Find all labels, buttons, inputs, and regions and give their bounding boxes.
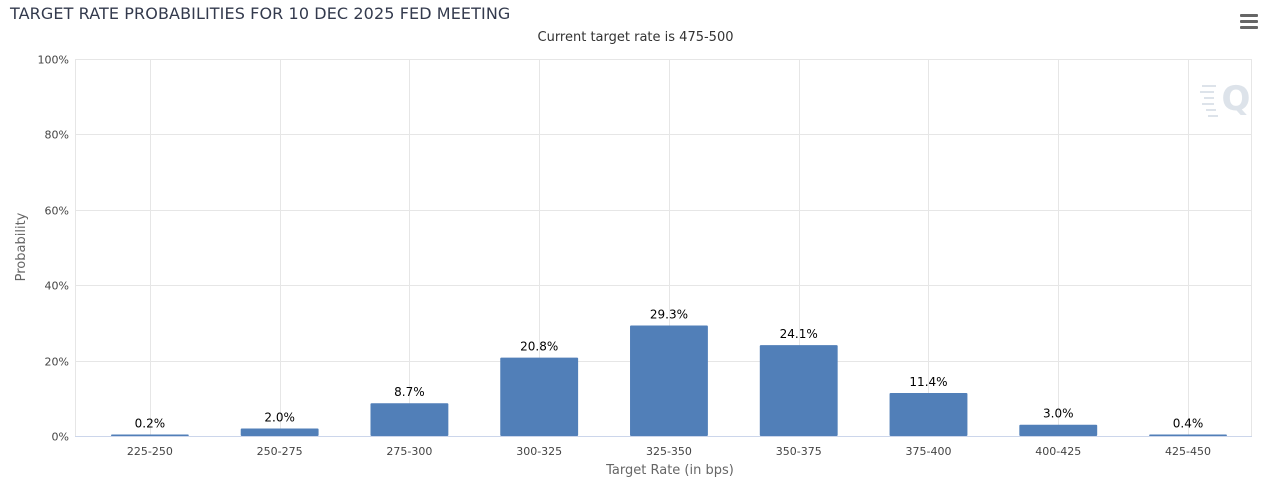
bar-425-450[interactable] [1149,434,1227,436]
x-tick-label: 325-350 [646,445,692,458]
bar-225-250[interactable] [110,434,189,437]
hamburger-menu-icon[interactable] [1240,14,1258,30]
axes: 0% 20% 40% 60% 80% 100% 225-250 250-275 275-300 3… [38,54,1252,458]
data-label: 8.7% [394,385,425,399]
y-tick-label: 100% [38,54,69,67]
y-tick-label: 40% [45,280,69,293]
data-labels: 0.2% 2.0% 8.7% 20.8% 29.3% 24.1% 11.4% 3.0% 0.4% [135,308,1204,431]
chart-subtitle: Current target rate is 475-500 [537,30,734,45]
x-tick-label: 350-375 [776,445,822,458]
bar-375-400[interactable] [889,393,968,436]
x-axis-title: Target Rate (in bps) [605,463,734,478]
chart-title: TARGET RATE PROBABILITIES FOR 10 DEC 202… [10,4,511,23]
x-tick-label: 225-250 [127,445,173,458]
data-label: 0.4% [1173,416,1204,430]
x-tick-label: 400-425 [1035,445,1081,458]
data-label: 2.0% [264,410,295,424]
y-axis-title: Probability [14,212,29,281]
y-tick-label: 60% [45,205,69,218]
x-tick-label: 375-400 [906,445,952,458]
data-label: 24.1% [780,327,818,341]
q-logo-icon: Q [1200,79,1251,119]
bar-350-375[interactable] [759,345,838,436]
data-label: 29.3% [650,308,688,322]
y-tick-label: 20% [45,356,69,369]
bar-300-325[interactable] [500,357,579,436]
bar-250-275[interactable] [240,428,319,436]
data-label: 11.4% [909,375,947,389]
data-label: 0.2% [135,417,166,431]
y-tick-label: 0% [52,431,69,444]
bar-325-350[interactable] [630,325,708,436]
bars [110,325,1227,437]
x-tick-label: 300-325 [516,445,562,458]
data-label: 3.0% [1043,407,1074,421]
bar-400-425[interactable] [1019,424,1098,436]
x-tick-label: 250-275 [257,445,303,458]
x-tick-label: 275-300 [386,445,432,458]
x-tick-label: 425-450 [1165,445,1211,458]
svg-text:Q: Q [1222,79,1251,119]
y-tick-label: 80% [45,129,69,142]
data-label: 20.8% [520,340,558,354]
bar-275-300[interactable] [370,403,449,436]
